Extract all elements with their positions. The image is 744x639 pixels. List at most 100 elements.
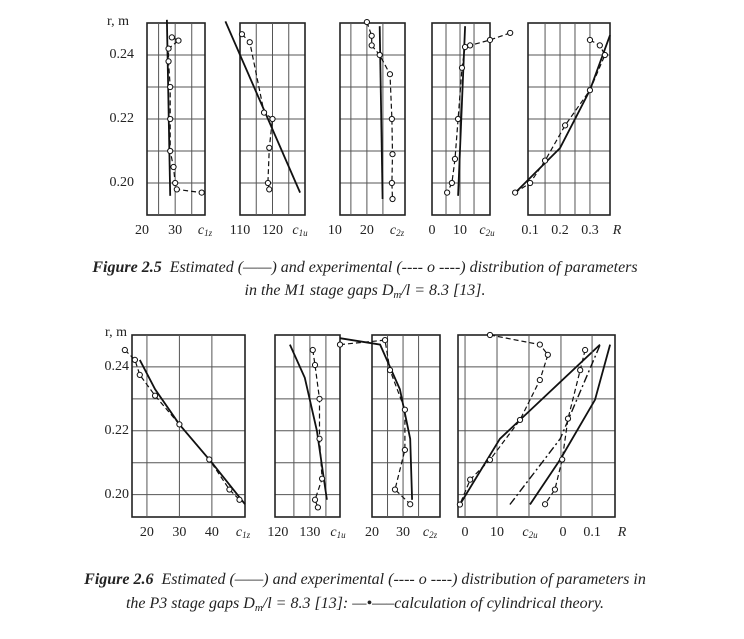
experimental-point	[516, 416, 524, 424]
x-tick-label: 20	[365, 525, 379, 540]
experimental-point	[176, 421, 183, 428]
x-tick-label: 0.1	[521, 223, 539, 238]
y-tick-label: 0.20	[110, 175, 135, 190]
x-axis-label-text: c	[292, 223, 299, 238]
caption-sub: m	[393, 289, 401, 301]
experimental-point	[486, 36, 494, 44]
x-axis-label-text: c	[423, 525, 430, 540]
x-axis-label-text: c	[479, 223, 486, 238]
x-axis-label: R	[612, 223, 622, 238]
experimental-point	[336, 341, 344, 348]
experimental-point	[401, 406, 409, 413]
x-tick-label: 20	[135, 223, 149, 238]
x-tick-label: 120	[267, 525, 288, 540]
x-axis-label-sub: 2u	[529, 530, 539, 540]
estimated-curve	[459, 343, 601, 505]
x-axis-label-text: R	[617, 525, 627, 540]
experimental-point	[458, 64, 466, 71]
experimental-curve	[241, 33, 274, 190]
caption-text: in the M1 stage gaps	[245, 282, 382, 299]
caption-text: /l = 8.3 [13]: —•—–calculation of cylind…	[262, 595, 604, 612]
panel-frame	[431, 22, 491, 216]
experimental-point	[167, 147, 174, 155]
experimental-point	[167, 83, 174, 91]
experimental-point	[172, 179, 179, 187]
x-axis-label-text: R	[612, 223, 622, 238]
x-axis-label: c2u	[522, 525, 538, 540]
experimental-point	[266, 186, 273, 193]
caption-space	[153, 571, 161, 588]
caption-line: the P3 stage gaps Dm/l = 8.3 [13]: —•—–c…	[126, 595, 604, 614]
x-tick-label: 0.1	[583, 525, 601, 540]
experimental-point	[448, 179, 455, 187]
experimental-point	[381, 337, 389, 344]
experimental-point	[559, 456, 566, 463]
y-axis-label: r, m	[105, 325, 127, 340]
experimental-point	[386, 367, 394, 374]
caption-line: Figure 2.5 Estimated (——) and experiment…	[91, 259, 637, 276]
y-tick-label: 0.22	[110, 111, 135, 126]
x-axis-label-sub: 1z	[242, 530, 251, 540]
caption-number: Figure 2.6	[83, 571, 153, 588]
experimental-point	[246, 39, 253, 46]
experimental-point	[456, 501, 464, 508]
x-axis-label: c1u	[292, 223, 308, 238]
caption-symbol: D	[242, 595, 255, 612]
x-tick-label: 0.3	[581, 223, 599, 238]
x-axis-label-text: c	[390, 223, 397, 238]
panel-frame	[131, 334, 246, 518]
experimental-point	[541, 501, 549, 508]
estimated-curve	[139, 359, 246, 505]
x-axis-label-sub: 2z	[396, 228, 405, 238]
experimental-point	[167, 115, 174, 123]
y-axis-label: r, m	[107, 14, 129, 29]
x-tick-label: 0.2	[551, 223, 569, 238]
experimental-point	[151, 392, 159, 399]
x-tick-label: 10	[490, 525, 504, 540]
x-tick-label: 40	[205, 525, 219, 540]
caption-text: /l = 8.3 [13].	[400, 282, 485, 299]
panel-frame	[274, 334, 341, 518]
caption-line: in the M1 stage gaps Dm/l = 8.3 [13].	[245, 282, 486, 301]
experimental-point	[564, 415, 572, 422]
caption-number: Figure 2.5	[91, 259, 161, 276]
cylindrical-curve	[509, 344, 601, 505]
experimental-point	[269, 115, 276, 123]
experimental-point	[165, 45, 172, 52]
experimental-point	[368, 42, 375, 49]
caption-text: Estimated (——) and experimental (---- o …	[169, 259, 638, 276]
x-axis-label-sub: 2u	[486, 228, 496, 238]
experimental-point	[376, 51, 383, 59]
x-tick-label: 20	[360, 223, 374, 238]
x-axis-label: c2u	[479, 223, 495, 238]
experimental-point	[236, 496, 243, 503]
x-tick-label: 20	[140, 525, 154, 540]
estimated-curve	[514, 34, 611, 194]
x-tick-label: 0	[462, 525, 469, 540]
experimental-point	[586, 36, 594, 44]
x-axis-label: c2z	[390, 223, 405, 238]
experimental-point	[536, 376, 543, 384]
experimental-point	[541, 157, 549, 164]
experimental-point	[316, 395, 323, 402]
experimental-point	[260, 109, 268, 116]
experimental-point	[226, 486, 233, 493]
x-axis-label-sub: 2z	[429, 530, 438, 540]
x-tick-label: 0	[560, 525, 567, 540]
x-axis-label-text: c	[330, 525, 337, 540]
experimental-point	[388, 179, 395, 187]
experimental-point	[562, 122, 569, 129]
experimental-curve	[514, 39, 606, 194]
estimated-curve	[289, 344, 328, 500]
experimental-point	[175, 37, 182, 44]
x-axis-label-sub: 1u	[337, 530, 347, 540]
x-tick-label: 0	[429, 223, 436, 238]
experimental-point	[461, 43, 469, 51]
x-axis-label: c1u	[330, 525, 346, 540]
experimental-point	[467, 476, 474, 483]
x-axis-label: c1z	[236, 525, 251, 540]
experimental-point	[536, 341, 543, 348]
experimental-point	[206, 456, 213, 463]
y-tick-label: 0.24	[110, 47, 135, 62]
x-tick-label: 10	[328, 223, 342, 238]
